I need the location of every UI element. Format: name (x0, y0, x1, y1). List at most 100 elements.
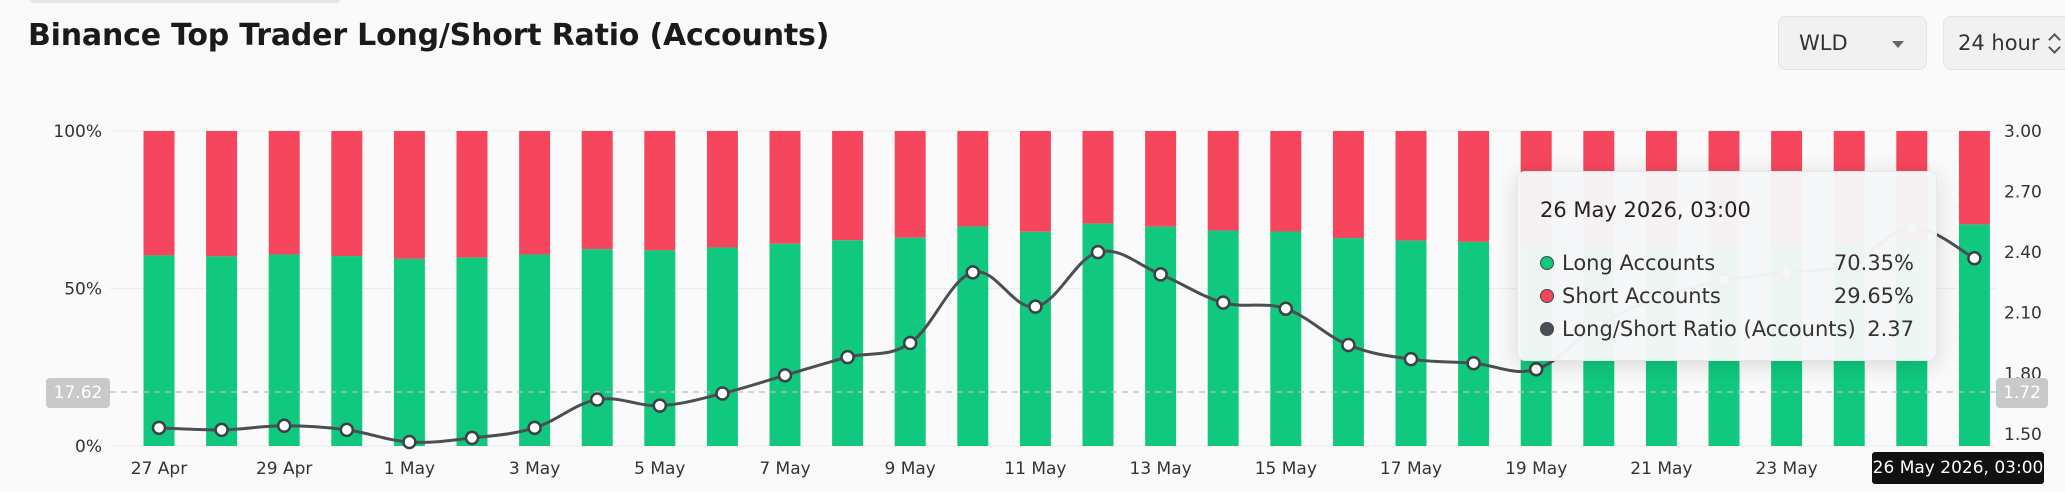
bar-short-10 May (957, 131, 989, 227)
ratio-point-5 May (652, 398, 668, 413)
bar-short-12 May (1082, 131, 1114, 224)
bar-long-30 Apr (331, 256, 363, 446)
bar-long-14 May (1207, 230, 1239, 446)
tooltip-label: Long Accounts (1562, 250, 1716, 275)
ratio-point-30 Apr (339, 422, 355, 438)
bar-long-11 May (1019, 231, 1051, 446)
ratio-point-11 May (1028, 299, 1043, 314)
tooltip-value: 2.37 (1867, 316, 1914, 341)
interval-select-value: 24 hour (1958, 31, 2040, 55)
top-edge-strip (30, 0, 340, 3)
y-right-tick: 2.70 (2004, 183, 2042, 203)
tooltip-row-long: Long Accounts 70.35% (1540, 246, 1914, 279)
bar-long-4 May (581, 249, 613, 446)
bar-short-29 Apr (268, 131, 300, 255)
bar-short-4 May (581, 131, 613, 250)
y-right-tick: 2.40 (2004, 243, 2042, 263)
ratio-point-6 May (715, 386, 730, 401)
tooltip-label: Short Accounts (1562, 283, 1721, 308)
tooltip-value: 29.65% (1833, 283, 1914, 308)
bar-long-27 Apr (143, 255, 175, 446)
bar-short-16 May (1332, 131, 1364, 239)
y-left-tick: 50% (64, 280, 102, 300)
bar-long-13 May (1145, 226, 1177, 446)
x-tick: 23 May (1756, 459, 1818, 479)
tooltip-label: Long/Short Ratio (Accounts) (1562, 316, 1856, 341)
ratio-point-19 May (1528, 362, 1544, 377)
y-right-tick: 2.10 (2004, 304, 2042, 324)
bar-long-15 May (1270, 231, 1302, 446)
short-dot-icon (1540, 288, 1554, 303)
tooltip-value: 70.35% (1833, 250, 1914, 275)
x-axis: 27 Apr 29 Apr 1 May 3 May 5 May 7 May 9 May 11 … (131, 459, 1818, 479)
x-tick: 15 May (1255, 459, 1317, 479)
ratio-dot-icon (1540, 321, 1554, 336)
tooltip-row-short: Short Accounts 29.65% (1540, 279, 1914, 312)
x-tick: 5 May (634, 459, 685, 479)
ratio-point-7 May (777, 368, 793, 383)
bar-short-7 May (769, 131, 801, 244)
bar-long-28 Apr (206, 256, 238, 446)
x-tick: 1 May (384, 459, 435, 479)
crosshair-right-value: 1.72 (1996, 378, 2048, 408)
x-tick: 21 May (1630, 459, 1692, 479)
ratio-point-8 May (840, 349, 855, 365)
crosshair-date: 26 May 2026, 03:00 (1872, 452, 2044, 484)
ratio-point-10 May (965, 265, 981, 280)
ratio-point-17 May (1403, 351, 1419, 367)
bar-long-3 May (519, 254, 551, 446)
x-tick: 27 Apr (131, 459, 187, 479)
bar-short-3 May (519, 131, 551, 255)
ratio-point-4 May (589, 392, 605, 407)
interval-select[interactable]: 24 hour (1943, 16, 2065, 70)
y-right-tick: 1.50 (2004, 425, 2042, 445)
bar-short-15 May (1270, 131, 1302, 232)
y-left-tick: 100% (53, 122, 102, 142)
bar-long-8 May (832, 240, 864, 446)
chevron-down-icon (1892, 41, 1904, 48)
long-dot-icon (1540, 255, 1554, 270)
bar-short-17 May (1395, 131, 1427, 241)
bar-short-9 May (894, 131, 926, 238)
bar-long-5 May (644, 250, 676, 446)
bar-short-8 May (832, 131, 864, 241)
bar-short-13 May (1145, 131, 1177, 227)
bar-short-2 May (456, 131, 488, 258)
chart-tooltip: 26 May 2026, 03:00 Long Accounts 70.35% … (1517, 171, 1937, 361)
ratio-point-9 May (902, 335, 918, 351)
x-tick: 3 May (509, 459, 560, 479)
x-tick: 7 May (759, 459, 810, 479)
bar-short-30 Apr (331, 131, 363, 257)
x-tick: 19 May (1505, 459, 1567, 479)
bar-long-10 May (957, 226, 989, 446)
bar-long-7 May (769, 243, 801, 446)
x-tick: 17 May (1380, 459, 1442, 479)
ratio-point-13 May (1153, 267, 1168, 282)
ratio-point-12 May (1090, 244, 1106, 260)
bar-long-1 May (393, 258, 425, 446)
crosshair-left-value: 17.62 (46, 378, 110, 408)
bar-long-29 Apr (268, 254, 300, 446)
bar-long-18 May (1458, 241, 1490, 446)
y-axis-left: 0% 50% 100% (53, 122, 102, 457)
bar-long-12 May (1082, 223, 1114, 446)
bar-short-14 May (1207, 131, 1239, 231)
ratio-point-28 Apr (214, 422, 229, 438)
ratio-point-18 May (1466, 355, 1481, 371)
bar-long-17 May (1395, 240, 1427, 446)
bar-short-28 Apr (206, 131, 238, 257)
x-tick: 11 May (1004, 459, 1066, 479)
y-right-tick: 3.00 (2004, 122, 2042, 142)
ratio-point-1 May (402, 434, 417, 450)
ratio-point-2 May (464, 430, 480, 446)
tooltip-date: 26 May 2026, 03:00 (1540, 198, 1751, 222)
y-axis-right: 1.501.802.102.402.703.00 (2004, 122, 2042, 445)
coin-select[interactable]: WLD (1778, 16, 1927, 70)
ratio-point-15 May (1278, 301, 1294, 316)
bar-short-26 May (1958, 131, 1990, 225)
x-tick: 29 Apr (256, 459, 312, 479)
bar-short-11 May (1019, 131, 1051, 232)
bar-short-6 May (706, 131, 738, 248)
ratio-point-3 May (527, 420, 542, 436)
bar-long-6 May (706, 247, 738, 446)
